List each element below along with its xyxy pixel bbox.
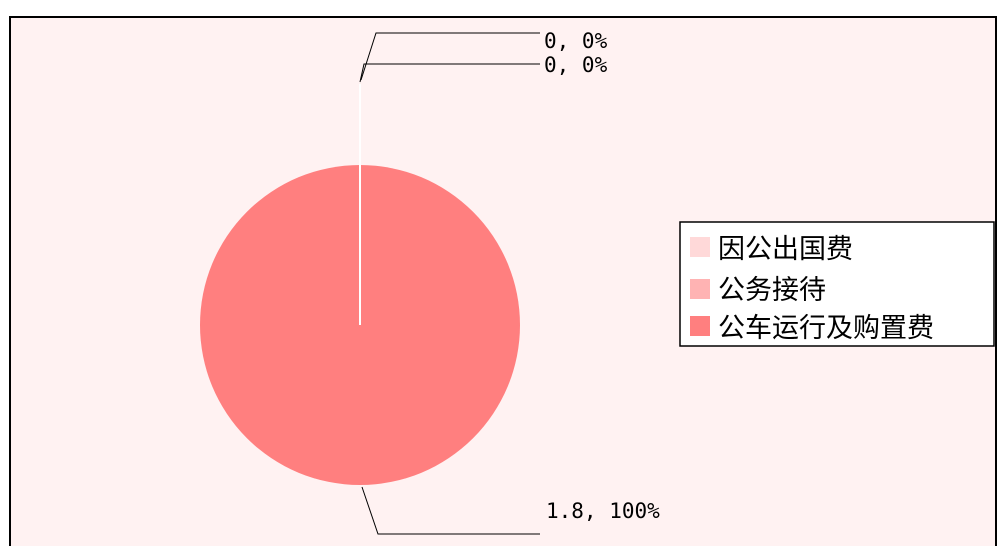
legend-swatch-因公出国费 xyxy=(690,237,710,257)
legend-label-公车运行及购置费: 公车运行及购置费 xyxy=(718,313,934,344)
leader-lines xyxy=(359,32,540,535)
legend-swatch-公务接待 xyxy=(690,279,710,299)
legend: 因公出国费 公务接待 公车运行及购置费 xyxy=(679,221,995,347)
data-label-公务接待: 0, 0% xyxy=(544,53,608,77)
leader-line-公车运行及购置费 xyxy=(361,486,540,535)
leader-line-公务接待 xyxy=(359,63,540,83)
pie-slices xyxy=(200,84,520,485)
legend-label-公务接待: 公务接待 xyxy=(718,275,826,306)
data-label-因公出国费: 0, 0% xyxy=(544,29,608,53)
data-label-公车运行及购置费: 1.8, 100% xyxy=(546,499,660,523)
legend-box xyxy=(679,221,995,347)
data-labels: 0, 0% 0, 0% 1.8, 100% xyxy=(544,29,660,523)
legend-label-因公出国费: 因公出国费 xyxy=(718,234,853,265)
legend-swatch-公车运行及购置费 xyxy=(690,316,710,336)
